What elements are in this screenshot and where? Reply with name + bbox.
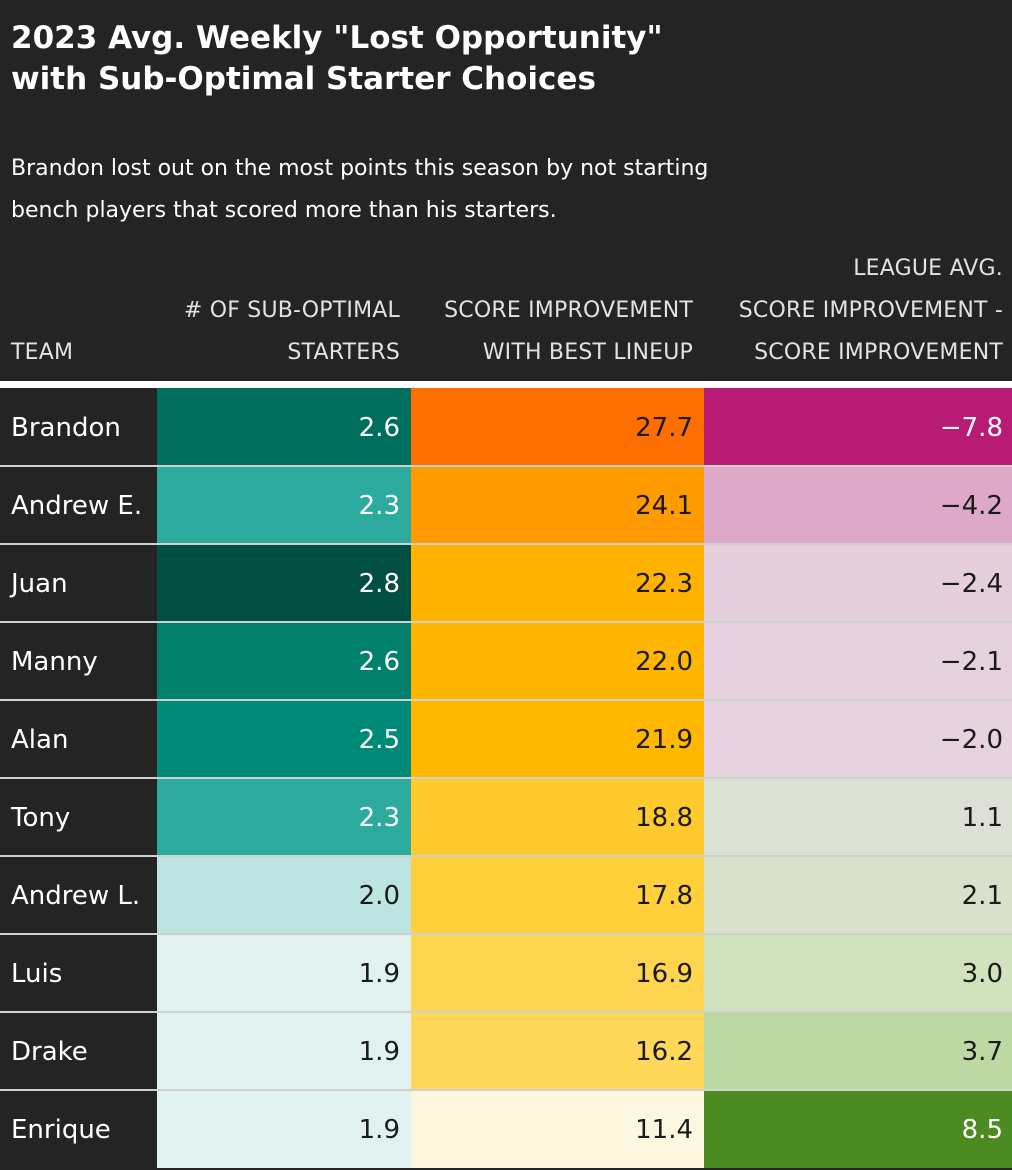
- cell-league-avg-diff: −2.1: [704, 622, 1012, 700]
- cell-team-name: Andrew L.: [0, 856, 157, 934]
- cell-score-improvement: 22.0: [411, 622, 704, 700]
- cell-score-improvement: 16.2: [411, 1012, 704, 1090]
- column-header-team-line-1: TEAM: [11, 340, 74, 365]
- table-row: Enrique 1.9 11.4 8.5: [0, 1089, 1012, 1168]
- cell-suboptimal-starters: 2.3: [157, 778, 411, 856]
- cell-score-improvement: 18.8: [411, 778, 704, 856]
- cell-league-avg-diff: 3.7: [704, 1012, 1012, 1090]
- cell-league-avg-diff: 8.5: [704, 1090, 1012, 1168]
- table-body: Brandon 2.6 27.7 −7.8 Andrew E. 2.3 24.1 −4.2 Ju…: [0, 388, 1012, 1168]
- table-row: Tony 2.3 18.8 1.1: [0, 777, 1012, 856]
- column-header-suboptimal-line-1: # OF SUB-OPTIMAL: [183, 298, 400, 323]
- cell-suboptimal-starters: 2.5: [157, 700, 411, 778]
- cell-league-avg-diff: 3.0: [704, 934, 1012, 1012]
- table-row: Luis 1.9 16.9 3.0: [0, 933, 1012, 1012]
- cell-team-name: Manny: [0, 622, 157, 700]
- cell-team-name: Enrique: [0, 1090, 157, 1168]
- cell-score-improvement: 27.7: [411, 388, 704, 466]
- column-header-league-line-2: SCORE IMPROVEMENT -: [738, 298, 1003, 323]
- column-header-league-avg-diff: LEAGUE AVG. SCORE IMPROVEMENT - SCORE IM…: [705, 248, 1003, 374]
- cell-team-name: Brandon: [0, 388, 157, 466]
- cell-score-improvement: 22.3: [411, 544, 704, 622]
- cell-score-improvement: 21.9: [411, 700, 704, 778]
- column-header-league-line-3: SCORE IMPROVEMENT: [754, 340, 1003, 365]
- cell-suboptimal-starters: 1.9: [157, 1012, 411, 1090]
- chart-title-line-2: with Sub-Optimal Starter Choices: [11, 61, 596, 97]
- cell-suboptimal-starters: 2.6: [157, 388, 411, 466]
- cell-team-name: Luis: [0, 934, 157, 1012]
- cell-league-avg-diff: 2.1: [704, 856, 1012, 934]
- column-header-suboptimal-line-2: STARTERS: [287, 340, 400, 365]
- chart-title: 2023 Avg. Weekly "Lost Opportunity" with…: [11, 18, 991, 100]
- chart-subtitle-line-1: Brandon lost out on the most points this…: [11, 156, 709, 181]
- cell-score-improvement: 17.8: [411, 856, 704, 934]
- table-row: Andrew E. 2.3 24.1 −4.2: [0, 465, 1012, 544]
- chart-subtitle-line-2: bench players that scored more than his …: [11, 198, 557, 223]
- chart-subtitle: Brandon lost out on the most points this…: [11, 148, 811, 232]
- table-row: Juan 2.8 22.3 −2.4: [0, 543, 1012, 622]
- cell-suboptimal-starters: 1.9: [157, 934, 411, 1012]
- cell-league-avg-diff: −2.0: [704, 700, 1012, 778]
- column-header-league-line-1: LEAGUE AVG.: [853, 256, 1003, 281]
- cell-score-improvement: 11.4: [411, 1090, 704, 1168]
- cell-team-name: Juan: [0, 544, 157, 622]
- cell-suboptimal-starters: 2.8: [157, 544, 411, 622]
- cell-suboptimal-starters: 1.9: [157, 1090, 411, 1168]
- table-row: Andrew L. 2.0 17.8 2.1: [0, 855, 1012, 934]
- table-row: Brandon 2.6 27.7 −7.8: [0, 388, 1012, 466]
- header-separator: [0, 381, 1012, 388]
- cell-team-name: Drake: [0, 1012, 157, 1090]
- column-header-score-improvement: SCORE IMPROVEMENT WITH BEST LINEUP: [412, 290, 693, 374]
- cell-team-name: Alan: [0, 700, 157, 778]
- table-row: Manny 2.6 22.0 −2.1: [0, 621, 1012, 700]
- cell-suboptimal-starters: 2.0: [157, 856, 411, 934]
- cell-suboptimal-starters: 2.6: [157, 622, 411, 700]
- cell-league-avg-diff: −4.2: [704, 466, 1012, 544]
- table-row: Drake 1.9 16.2 3.7: [0, 1011, 1012, 1090]
- cell-score-improvement: 16.9: [411, 934, 704, 1012]
- cell-team-name: Andrew E.: [0, 466, 157, 544]
- cell-league-avg-diff: −2.4: [704, 544, 1012, 622]
- cell-score-improvement: 24.1: [411, 466, 704, 544]
- cell-suboptimal-starters: 2.3: [157, 466, 411, 544]
- chart-title-line-1: 2023 Avg. Weekly "Lost Opportunity": [11, 20, 663, 56]
- cell-league-avg-diff: 1.1: [704, 778, 1012, 856]
- cell-league-avg-diff: −7.8: [704, 388, 1012, 466]
- column-header-suboptimal-starters: # OF SUB-OPTIMAL STARTERS: [158, 290, 400, 374]
- column-header-team: TEAM: [11, 332, 73, 374]
- column-header-improvement-line-1: SCORE IMPROVEMENT: [444, 298, 693, 323]
- cell-team-name: Tony: [0, 778, 157, 856]
- column-header-improvement-line-2: WITH BEST LINEUP: [482, 340, 693, 365]
- table-row: Alan 2.5 21.9 −2.0: [0, 699, 1012, 778]
